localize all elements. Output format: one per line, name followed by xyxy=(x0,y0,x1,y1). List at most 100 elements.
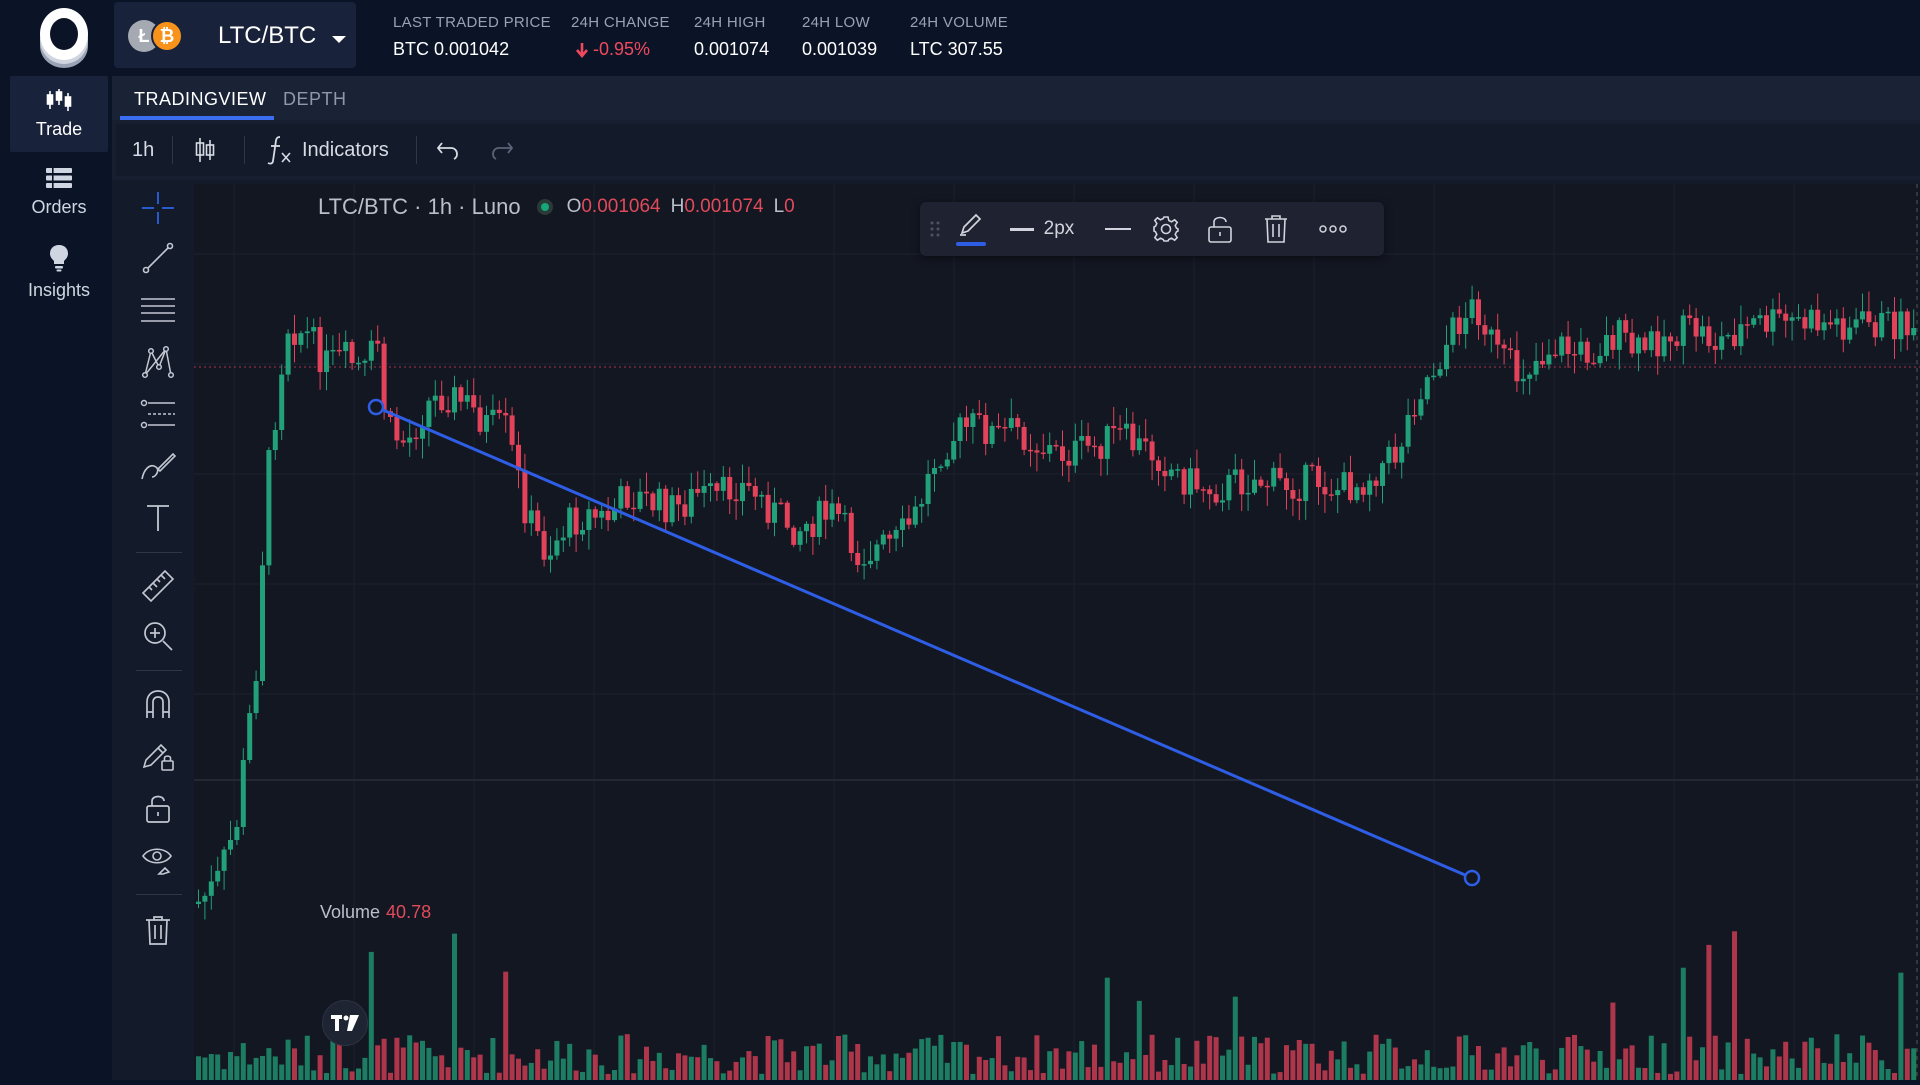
trend-line-tool[interactable] xyxy=(138,238,178,278)
volume-bar xyxy=(618,1035,624,1080)
candle-body xyxy=(1386,446,1392,464)
candle-body xyxy=(842,512,848,515)
candle-body xyxy=(1232,469,1238,475)
lock-button[interactable] xyxy=(1200,202,1240,256)
volume-bar xyxy=(1655,1072,1661,1080)
tab-depth[interactable]: DEPTH xyxy=(283,89,347,109)
lock-drawings-tool[interactable] xyxy=(138,736,178,776)
indicators-button[interactable]: Indicators xyxy=(266,124,389,176)
delete-button[interactable] xyxy=(1256,202,1296,256)
volume-bar xyxy=(1354,1064,1360,1080)
candle-body xyxy=(1143,438,1149,442)
candle-body xyxy=(560,537,566,541)
measure-tool[interactable] xyxy=(138,566,178,606)
luno-logo[interactable] xyxy=(36,4,92,70)
line-style-button[interactable] xyxy=(1098,202,1138,256)
candle-body xyxy=(292,333,297,345)
candle-body xyxy=(1264,485,1270,488)
candle-body xyxy=(1162,470,1168,477)
fib-tool[interactable] xyxy=(138,290,178,330)
candle-body xyxy=(1098,446,1104,459)
volume-bar xyxy=(733,1061,739,1080)
interval-button[interactable]: 1h xyxy=(132,138,155,161)
candle-body xyxy=(311,327,317,332)
candle-body xyxy=(1220,500,1225,503)
text-tool[interactable] xyxy=(138,498,178,538)
volume-bar xyxy=(1629,1045,1635,1080)
remove-drawings-tool[interactable] xyxy=(138,910,178,950)
volume-bar xyxy=(1117,1062,1123,1080)
sidebar-item-orders[interactable]: Orders xyxy=(10,154,108,230)
candle-body xyxy=(1591,362,1597,365)
sidebar-item-trade[interactable]: Trade xyxy=(10,76,108,152)
tab-tradingview[interactable]: TRADINGVIEW xyxy=(134,89,267,109)
volume-bar xyxy=(1424,1050,1430,1080)
candle-body xyxy=(1866,311,1872,323)
candle-body xyxy=(496,409,502,413)
chart-legend: LTC/BTC · 1h · Luno O 0.001064 H 0.001074 … xyxy=(318,194,795,220)
chart-type-button[interactable] xyxy=(194,124,216,176)
candle-body xyxy=(804,523,809,532)
drag-handle[interactable] xyxy=(926,202,944,256)
volume-bar xyxy=(407,1035,413,1080)
candle-body xyxy=(1828,322,1833,325)
volume-bar xyxy=(740,1057,745,1080)
volume-bar xyxy=(445,1067,451,1080)
magnet-tool[interactable] xyxy=(138,684,178,724)
volume-bar xyxy=(1386,1038,1392,1080)
stat-24h-volume: 24H VOLUME LTC 307.55 xyxy=(910,14,1008,60)
candle-body xyxy=(983,415,989,444)
volume-bar xyxy=(1156,1071,1161,1080)
candle-body xyxy=(823,500,829,520)
prediction-tool[interactable] xyxy=(138,394,178,434)
tradingview-logo[interactable] xyxy=(322,1000,368,1046)
lock-tool[interactable] xyxy=(138,788,178,828)
crosshair-tool[interactable] xyxy=(138,188,178,228)
brush-tool[interactable] xyxy=(138,446,178,486)
settings-button[interactable] xyxy=(1146,202,1186,256)
candle-body xyxy=(1136,438,1142,451)
candle-body xyxy=(1648,331,1654,351)
stat-24h-high: 24H HIGH 0.001074 xyxy=(694,14,769,60)
volume-bar xyxy=(1175,1037,1181,1080)
candlestick-chart[interactable] xyxy=(194,184,1920,1080)
volume-bar xyxy=(1008,1071,1014,1080)
pair-selector-button[interactable]: Ł ₿ LTC/BTC xyxy=(114,2,356,68)
price-chart[interactable]: LTC/BTC · 1h · Luno O 0.001064 H 0.001074 … xyxy=(194,184,1920,1080)
volume-bar xyxy=(1488,1069,1494,1080)
volume-bar xyxy=(522,1065,528,1080)
trend-line-handle[interactable] xyxy=(1463,869,1481,887)
volume-bar xyxy=(432,1056,438,1080)
candle-body xyxy=(868,560,873,565)
candle-body xyxy=(426,400,432,427)
trend-line-drawing[interactable] xyxy=(375,405,1473,880)
hide-drawings-tool[interactable] xyxy=(138,840,178,880)
volume-bar xyxy=(1828,1063,1833,1080)
divider xyxy=(136,552,182,553)
more-button[interactable] xyxy=(1312,202,1354,256)
candle-body xyxy=(228,839,233,850)
volume-bar xyxy=(772,1040,777,1080)
undo-button[interactable] xyxy=(436,124,460,176)
candle-body xyxy=(1597,355,1603,364)
volume-bar xyxy=(1604,1067,1609,1080)
volume-bar xyxy=(759,1073,765,1080)
sidebar-item-insights[interactable]: Insights xyxy=(10,234,108,310)
candle-body xyxy=(1776,309,1782,314)
redo-button[interactable] xyxy=(490,124,514,176)
candle-body xyxy=(880,534,886,545)
candle-body xyxy=(1284,478,1289,491)
volume-bar xyxy=(1668,1073,1673,1080)
volume-bar xyxy=(503,971,509,1080)
volume-bar xyxy=(1693,1060,1699,1080)
candle-body xyxy=(1584,341,1590,363)
line-color-button[interactable] xyxy=(950,202,992,256)
pattern-tool[interactable] xyxy=(138,342,178,382)
zoom-in-tool[interactable] xyxy=(138,616,178,656)
candle-body xyxy=(1847,327,1853,340)
divider xyxy=(244,136,245,164)
trend-line-handle[interactable] xyxy=(367,398,385,416)
volume-bar xyxy=(368,951,374,1080)
volume-bar xyxy=(810,1045,816,1080)
line-width-button[interactable]: 2px xyxy=(1002,202,1082,256)
